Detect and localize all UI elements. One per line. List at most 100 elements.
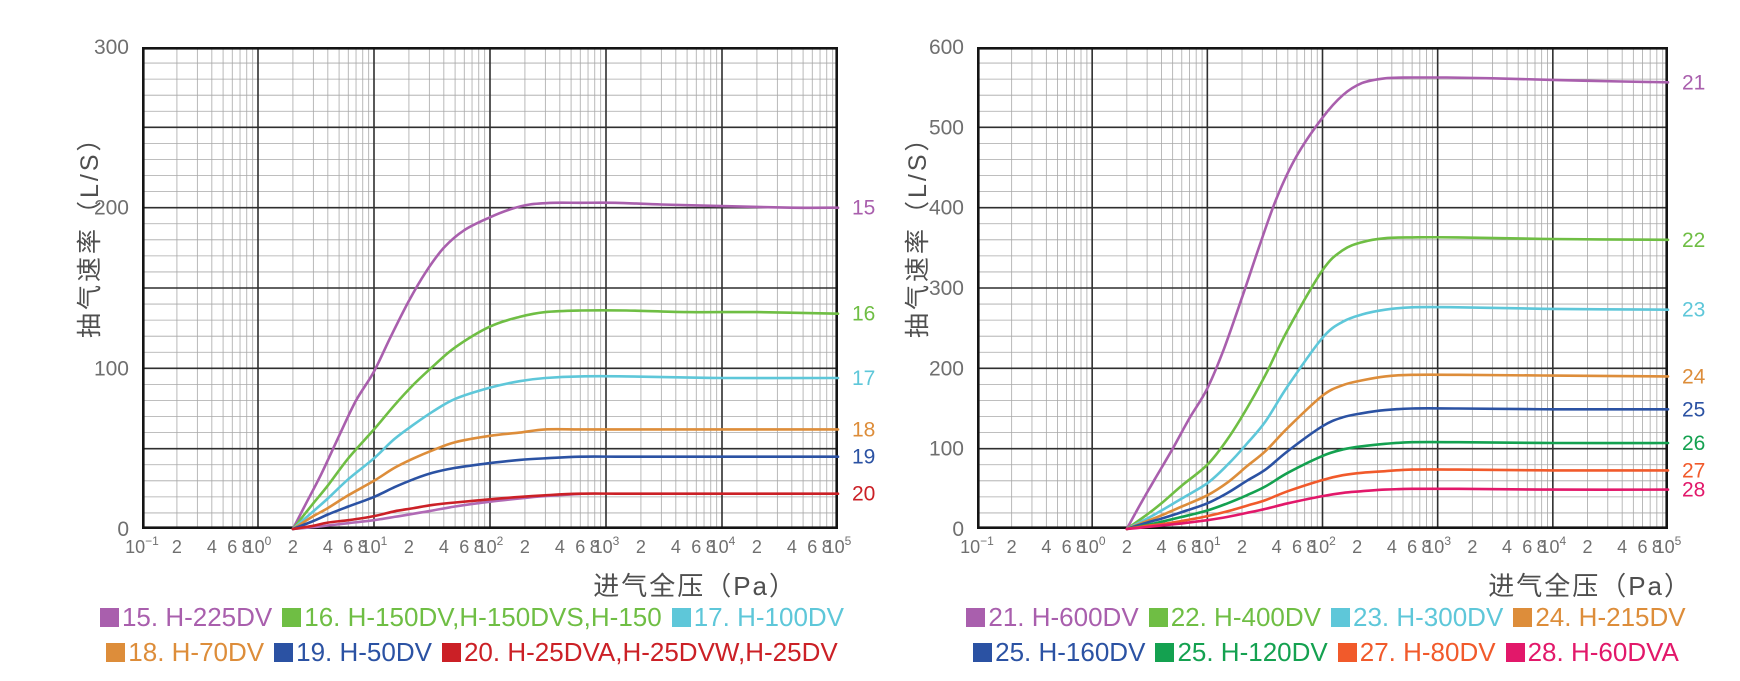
curve-label-24: 24	[1682, 365, 1706, 388]
svg-text:2: 2	[1007, 537, 1017, 557]
svg-text:104: 104	[709, 534, 736, 557]
curve-label-21: 21	[1682, 71, 1705, 94]
legend-label: 24. H-215DV	[1535, 602, 1686, 632]
svg-text:4: 4	[1156, 537, 1166, 557]
legend-item: 27. H-80DV	[1337, 637, 1496, 668]
x-axis-title-right: 进气全压（Pa）	[1488, 571, 1692, 601]
svg-text:300: 300	[94, 36, 129, 59]
curve-20	[291, 492, 840, 531]
legend-label: 21. H-600DV	[988, 602, 1139, 632]
svg-text:8: 8	[1652, 537, 1662, 557]
svg-text:8: 8	[1076, 537, 1086, 557]
svg-text:6: 6	[575, 537, 585, 557]
svg-text:8: 8	[474, 537, 484, 557]
legend-label: 15. H-225DV	[121, 602, 273, 632]
legend-label: 19. H-50DV	[296, 637, 432, 667]
legend-item: 18. H-70DV	[106, 637, 264, 668]
curve-27	[1125, 468, 1670, 531]
svg-text:2: 2	[1122, 537, 1132, 557]
svg-text:200: 200	[929, 357, 964, 380]
curve-18	[291, 427, 840, 531]
legend-swatch-icon	[282, 608, 302, 627]
legend-left: 15. H-225DV 16. H-150DV,H-150DVS,H-150 17.…	[96, 602, 848, 668]
plot-border	[976, 46, 1669, 529]
legend-label: 16. H-150DV,H-150DVS,H-150	[304, 602, 662, 632]
svg-text:6: 6	[1292, 537, 1302, 557]
legend-label: 27. H-80DV	[1359, 637, 1496, 667]
legend-item: 23. H-300DV	[1331, 602, 1503, 633]
legend-item: 25. H-160DV	[973, 637, 1145, 668]
svg-text:103: 103	[1424, 534, 1451, 557]
svg-text:105: 105	[825, 534, 852, 557]
svg-text:4: 4	[671, 537, 681, 557]
svg-text:10−1: 10−1	[960, 534, 994, 557]
svg-text:4: 4	[787, 537, 797, 557]
svg-text:0: 0	[117, 518, 129, 541]
curve-label-18: 18	[852, 418, 875, 441]
legend-swatch-icon	[1513, 608, 1533, 627]
curve-label-19: 19	[852, 446, 875, 469]
y-axis-title-left: 抽气速率（L/S）	[76, 123, 104, 338]
legend-row: 25. H-160DV 25. H-120DV 27. H-80DV 28. H-60…	[973, 637, 1679, 668]
svg-text:0: 0	[952, 518, 964, 541]
svg-text:100: 100	[1079, 534, 1106, 557]
curve-label-28: 28	[1682, 479, 1705, 502]
legend-swatch-icon	[441, 643, 461, 662]
legend-swatch-icon	[1331, 608, 1350, 627]
curve-label-16: 16	[852, 303, 875, 326]
svg-text:4: 4	[1387, 537, 1397, 557]
svg-text:8: 8	[1537, 537, 1547, 557]
svg-text:8: 8	[242, 537, 252, 557]
svg-text:102: 102	[477, 534, 504, 557]
svg-text:100: 100	[929, 438, 964, 461]
x-axis-title-left: 进气全压（Pa）	[593, 571, 797, 601]
svg-text:8: 8	[1191, 537, 1201, 557]
svg-text:6: 6	[459, 537, 469, 557]
svg-text:6: 6	[1177, 537, 1187, 557]
svg-text:8: 8	[590, 537, 600, 557]
legend-label: 17. H-100DV	[693, 602, 845, 632]
svg-text:8: 8	[1306, 537, 1316, 557]
svg-text:8: 8	[706, 537, 716, 557]
curve-22	[1125, 235, 1670, 531]
legend-item: 16. H-150DV,H-150DVS,H-150	[282, 602, 662, 633]
svg-text:6: 6	[1407, 537, 1417, 557]
svg-text:8: 8	[358, 537, 368, 557]
legend-right: 21. H-600DV 22. H-400DV 23. H-300DV 24. H-2…	[920, 602, 1732, 668]
curve-23	[1125, 305, 1670, 531]
legend-item: 28. H-60DVA	[1505, 637, 1679, 668]
svg-text:2: 2	[1582, 537, 1592, 557]
legend-item: 20. H-25DVA,H-25DVW,H-25DV	[441, 637, 838, 668]
curve-label-25: 25	[1682, 398, 1705, 421]
svg-text:4: 4	[1041, 537, 1051, 557]
legend-row: 18. H-70DV 19. H-50DV 20. H-25DVA,H-25DVW,…	[106, 637, 838, 668]
svg-text:2: 2	[1352, 537, 1362, 557]
curve-label-22: 22	[1682, 229, 1705, 252]
svg-text:6: 6	[343, 537, 353, 557]
curve-label-27: 27	[1682, 459, 1705, 482]
legend-item: 22. H-400DV	[1148, 602, 1321, 633]
curve-26	[1125, 440, 1670, 531]
legend-item: 25. H-120DV	[1155, 637, 1328, 668]
svg-text:104: 104	[1539, 534, 1566, 557]
svg-text:4: 4	[1617, 537, 1627, 557]
svg-text:105: 105	[1655, 534, 1682, 557]
svg-text:8: 8	[822, 537, 832, 557]
curve-label-26: 26	[1682, 432, 1705, 455]
legend-swatch-icon	[1155, 643, 1175, 662]
plot-border	[141, 46, 839, 529]
curve-16	[291, 308, 840, 531]
legend-swatch-icon	[274, 643, 294, 662]
legend-label: 23. H-300DV	[1353, 602, 1504, 632]
legend-label: 20. H-25DVA,H-25DVW,H-25DV	[463, 637, 838, 667]
grid-major	[142, 47, 838, 529]
y-tick-labels: 0 100 200 300	[94, 36, 129, 541]
svg-text:6: 6	[1522, 537, 1532, 557]
curve-28	[1125, 487, 1670, 531]
svg-text:10−1: 10−1	[125, 534, 159, 557]
legend-row: 15. H-225DV 16. H-150DV,H-150DVS,H-150 17.…	[99, 602, 845, 633]
